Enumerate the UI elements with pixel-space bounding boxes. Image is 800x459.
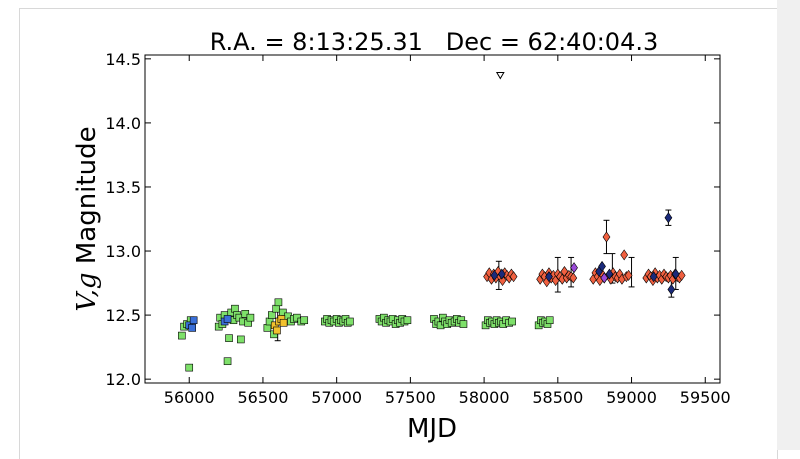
y-tick-label: 12.5 [105,306,141,325]
point-v-band-green [185,363,194,372]
point-g-band-purple [570,262,578,274]
point-g-band-navy [671,268,680,280]
point-v-band-green [246,313,255,322]
point-g-band-navy [598,260,606,272]
y-tick-label: 14.0 [105,114,141,133]
y-tick-label: 12.0 [105,370,141,389]
point-v-band-blue [223,315,232,323]
point-v-band-green [223,357,232,366]
x-tick-label: 57500 [385,388,436,407]
point-v-band-green [403,316,412,325]
point-v-band-green [225,334,233,342]
point-g-band-navy [497,268,506,280]
point-g-band-orange [624,269,633,281]
x-tick-label: 57000 [311,388,362,407]
x-tick-label: 58500 [532,388,583,407]
point-g-band-navy [605,268,614,280]
point-v-band-yellow [279,318,288,327]
x-tick-label: 56500 [237,388,288,407]
y-tick-label: 14.5 [105,50,141,69]
x-tick-label: 59500 [680,388,731,407]
y-axis-label: V,g Magnitude [72,126,102,311]
point-g-band-navy [490,269,499,281]
y-tick-label: 13.0 [105,242,141,261]
point-v-band-green [459,320,468,328]
point-v-band-green [346,317,354,326]
point-v-band-green [237,335,245,344]
x-axis-label: MJD [407,414,457,444]
y-axis-label-text: Magnitude [72,126,102,272]
point-g-band-navy [667,283,676,295]
point-g-band-orange [509,271,518,283]
point-v-band-blue [189,316,198,325]
point-v-band-green [293,313,301,322]
light-curve-chart: R.A. = 8:13:25.31 Dec = 62:40:04.3 12.01… [72,28,731,444]
point-v-band-yellow [273,326,281,335]
point-g-band-orange [620,249,629,261]
x-tick-label: 56000 [164,388,215,407]
point-v-band-green [545,316,554,325]
x-tick-label: 58000 [459,388,510,407]
point-g-band-navy [664,212,673,224]
point-v-band-green [274,298,283,307]
point-g-band-orange [602,231,611,243]
point-g-band-navy [545,271,553,283]
y-tick-label: 13.5 [105,178,141,197]
x-tick-label: 59000 [606,388,657,407]
y-axis-label-band: V,g [72,272,102,311]
chart-title: R.A. = 8:13:25.31 Dec = 62:40:04.3 [210,28,659,56]
point-v-band-green [508,317,516,326]
point-g-band-orange [569,272,578,284]
point-v-band-green [241,310,250,318]
point-v-band-green [178,331,186,340]
x-axis: 56000 56500 57000 57500 58000 58500 59000 59500 [164,55,731,407]
y-axis: 12.0 12.5 13.0 13.5 14.0 14.5 [105,50,720,389]
scrollbar-area[interactable] [777,0,800,450]
point-upper-limit [495,72,505,80]
point-v-band-green [263,324,272,332]
point-v-band-green [300,316,309,325]
point-v-band-green [272,304,281,313]
point-g-band-purple [600,272,609,284]
point-v-band-blue [188,324,196,332]
point-g-band-navy [649,271,658,283]
plot-area [144,54,721,384]
data-points [178,72,686,372]
point-v-band-green [267,311,276,319]
point-v-band-green [231,304,239,313]
